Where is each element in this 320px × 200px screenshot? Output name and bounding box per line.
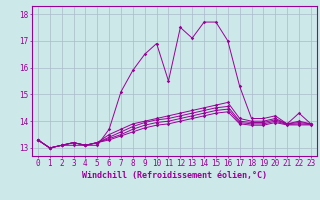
X-axis label: Windchill (Refroidissement éolien,°C): Windchill (Refroidissement éolien,°C)	[82, 171, 267, 180]
